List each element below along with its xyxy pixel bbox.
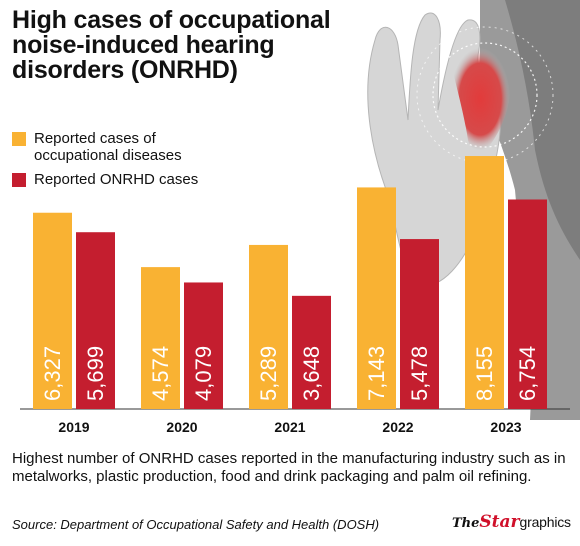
- data-label-onrhd-2022: 5,478: [407, 346, 432, 401]
- x-tick-label-2019: 2019: [58, 419, 89, 435]
- data-label-occupational-2020: 4,574: [148, 346, 173, 401]
- data-label-occupational-2021: 5,289: [256, 346, 281, 401]
- brand-the: The: [452, 516, 480, 531]
- data-label-onrhd-2020: 4,079: [191, 346, 216, 401]
- legend-item-occupational: Reported cases of occupational diseases: [12, 130, 234, 164]
- legend-swatch-onrhd: [12, 173, 26, 187]
- bar-occupational-2022: [357, 187, 396, 409]
- data-label-onrhd-2019: 5,699: [83, 346, 108, 401]
- legend-label-onrhd: Reported ONRHD cases: [34, 171, 199, 188]
- bar-occupational-2020: [141, 267, 180, 409]
- bar-occupational-2021: [249, 244, 288, 409]
- chart-caption: Highest number of ONRHD cases reported i…: [12, 450, 566, 485]
- data-label-occupational-2022: 7,143: [364, 346, 389, 401]
- brand-logo: TheStargraphics: [452, 512, 571, 536]
- legend-swatch-occupational: [12, 132, 26, 146]
- x-tick-label-2020: 2020: [166, 419, 197, 435]
- data-label-occupational-2023: 8,155: [472, 346, 497, 401]
- bar-onrhd-2023: [508, 199, 547, 409]
- chart-title: High cases of occupational noise-induced…: [12, 6, 331, 84]
- bar-chart: 6,327 5,699 2019 4,574 4,079 2020 5,289 3,648 20…: [20, 156, 570, 435]
- data-label-onrhd-2023: 6,754: [515, 346, 540, 401]
- data-label-onrhd-2021: 3,648: [299, 346, 324, 401]
- bar-occupational-2019: [33, 212, 72, 409]
- bar-occupational-2023: [465, 156, 504, 409]
- bar-onrhd-2021: [292, 295, 331, 409]
- bar-onrhd-2020: [184, 282, 223, 409]
- brand-star: Star: [479, 512, 520, 532]
- data-label-occupational-2019: 6,327: [40, 346, 65, 401]
- x-tick-label-2021: 2021: [274, 419, 305, 435]
- legend-item-onrhd: Reported ONRHD cases: [12, 171, 234, 188]
- x-tick-label-2022: 2022: [382, 419, 413, 435]
- legend-label-occupational: Reported cases of occupational diseases: [34, 130, 182, 164]
- x-tick-label-2023: 2023: [490, 419, 521, 435]
- bar-onrhd-2019: [76, 232, 115, 409]
- bar-onrhd-2022: [400, 239, 439, 409]
- source-note: Source: Department of Occupational Safet…: [12, 517, 380, 532]
- brand-graphics: graphics: [519, 514, 572, 530]
